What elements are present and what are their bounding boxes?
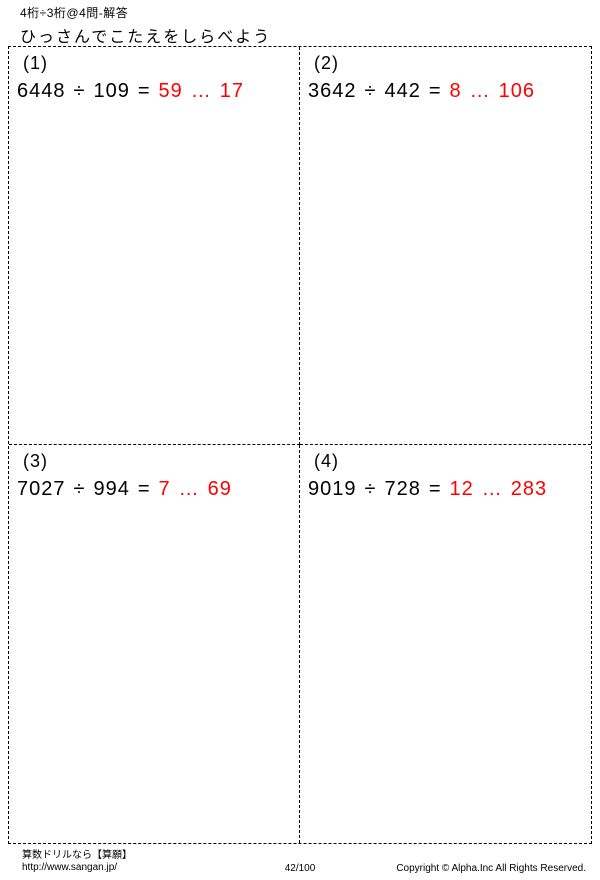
remainder: 69	[208, 478, 232, 501]
remainder: 17	[220, 80, 244, 103]
copyright-text: Copyright © Alpha.Inc All Rights Reserve…	[396, 863, 586, 874]
footer-attribution: 算数ドリルなら【算願】 http://www.sangan.jp/	[22, 850, 132, 874]
equals-symbol: =	[138, 478, 151, 501]
problem-number: (3)	[17, 451, 291, 472]
divide-symbol: ÷	[365, 80, 377, 103]
problem-number: (2)	[308, 53, 583, 74]
equation: 6448 ÷ 109 = 59 … 17	[17, 80, 291, 103]
problem-cell-1: (1) 6448 ÷ 109 = 59 … 17	[9, 47, 300, 445]
divide-symbol: ÷	[74, 478, 86, 501]
quotient: 59	[159, 80, 183, 103]
remainder: 106	[499, 80, 535, 103]
problem-number: (1)	[17, 53, 291, 74]
footer-url: http://www.sangan.jp/	[22, 862, 132, 874]
divisor: 109	[93, 80, 129, 103]
dividend: 3642	[308, 80, 357, 103]
equation: 7027 ÷ 994 = 7 … 69	[17, 478, 291, 501]
problem-grid: (1) 6448 ÷ 109 = 59 … 17 (2) 3642 ÷ 442 …	[8, 46, 592, 844]
ellipsis-symbol: …	[482, 478, 503, 501]
equals-symbol: =	[138, 80, 151, 103]
worksheet-type-label: 4桁÷3桁@4問-解答	[20, 4, 600, 21]
divisor: 728	[384, 478, 420, 501]
remainder: 283	[511, 478, 547, 501]
equation: 3642 ÷ 442 = 8 … 106	[308, 80, 583, 103]
quotient: 12	[450, 478, 474, 501]
divisor: 442	[384, 80, 420, 103]
divisor: 994	[93, 478, 129, 501]
instruction-text: ひっさんでこたえをしらべよう	[20, 23, 600, 47]
divide-symbol: ÷	[74, 80, 86, 103]
problem-cell-2: (2) 3642 ÷ 442 = 8 … 106	[300, 47, 591, 445]
dividend: 7027	[17, 478, 66, 501]
divide-symbol: ÷	[365, 478, 377, 501]
ellipsis-symbol: …	[179, 478, 200, 501]
equals-symbol: =	[429, 478, 442, 501]
worksheet-header: 4桁÷3桁@4問-解答 ひっさんでこたえをしらべよう	[0, 0, 600, 49]
page-number: 42/100	[285, 863, 316, 874]
dividend: 9019	[308, 478, 357, 501]
problem-cell-4: (4) 9019 ÷ 728 = 12 … 283	[300, 445, 591, 843]
problem-number: (4)	[308, 451, 583, 472]
quotient: 8	[450, 80, 462, 103]
equation: 9019 ÷ 728 = 12 … 283	[308, 478, 583, 501]
quotient: 7	[159, 478, 171, 501]
dividend: 6448	[17, 80, 66, 103]
footer-site-name: 算数ドリルなら【算願】	[22, 850, 132, 862]
problem-cell-3: (3) 7027 ÷ 994 = 7 … 69	[9, 445, 300, 843]
ellipsis-symbol: …	[470, 80, 491, 103]
ellipsis-symbol: …	[191, 80, 212, 103]
equals-symbol: =	[429, 80, 442, 103]
worksheet-footer: 算数ドリルなら【算願】 http://www.sangan.jp/ 42/100…	[0, 846, 600, 876]
